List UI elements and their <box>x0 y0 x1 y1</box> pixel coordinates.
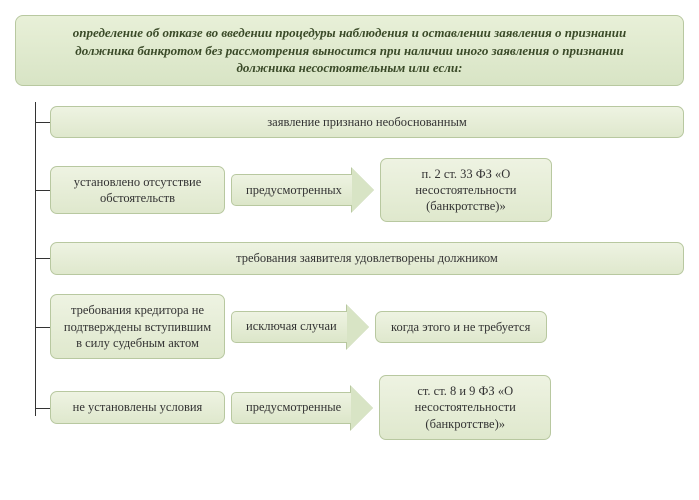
row-0: заявление признано необоснованным <box>50 102 684 142</box>
row-3-arrow-label: исключая случаи <box>246 319 337 334</box>
row-4-right-box: ст. ст. 8 и 9 ФЗ «О несостоятельности (б… <box>379 375 551 440</box>
row-2: требования заявителя удовлетворены должн… <box>50 238 684 278</box>
row-0-box: заявление признано необоснованным <box>50 106 684 138</box>
row-4-arrow-label: предусмотренные <box>246 400 341 415</box>
row-1-right-box: п. 2 ст. 33 ФЗ «О несостоятельности (бан… <box>380 158 552 223</box>
row-3-arrow-body: исключая случаи <box>231 311 347 343</box>
row-4-right-label: ст. ст. 8 и 9 ФЗ «О несостоятельности (б… <box>415 384 516 431</box>
row-1: установлено отсутствие обстоятельств пре… <box>50 158 684 223</box>
row-1-left-label: установлено отсутствие обстоятельств <box>74 175 202 205</box>
row-3-right-label: когда этого и не требуется <box>391 320 530 334</box>
row-4-left-box: не установлены условия <box>50 391 225 423</box>
row-4-arrow-head-icon <box>351 386 373 430</box>
tree: заявление признано необоснованным устано… <box>15 102 684 440</box>
row-3-arrow-head-icon <box>347 305 369 349</box>
row-4-arrow-body: предусмотренные <box>231 392 351 424</box>
row-2-label: требования заявителя удовлетворены должн… <box>236 251 498 265</box>
row-3-arrow: исключая случаи <box>231 305 369 349</box>
header-text: определение об отказе во введении процед… <box>73 25 626 75</box>
row-1-arrow-body: предусмотренных <box>231 174 352 206</box>
row-4: не установлены условия предусмотренные с… <box>50 375 684 440</box>
row-3-left-label: требования кредитора не подтверждены вст… <box>64 303 211 350</box>
row-1-left-box: установлено отсутствие обстоятельств <box>50 166 225 215</box>
row-0-label: заявление признано необоснованным <box>267 115 467 129</box>
row-1-right-label: п. 2 ст. 33 ФЗ «О несостоятельности (бан… <box>415 167 516 214</box>
row-1-arrow: предусмотренных <box>231 168 374 212</box>
row-3-left-box: требования кредитора не подтверждены вст… <box>50 294 225 359</box>
row-1-arrow-head-icon <box>352 168 374 212</box>
row-4-left-label: не установлены условия <box>73 400 203 414</box>
header-box: определение об отказе во введении процед… <box>15 15 684 86</box>
row-1-arrow-label: предусмотренных <box>246 183 342 198</box>
row-3-right-box: когда этого и не требуется <box>375 311 547 343</box>
row-2-box: требования заявителя удовлетворены должн… <box>50 242 684 274</box>
row-3: требования кредитора не подтверждены вст… <box>50 294 684 359</box>
row-4-arrow: предусмотренные <box>231 386 373 430</box>
